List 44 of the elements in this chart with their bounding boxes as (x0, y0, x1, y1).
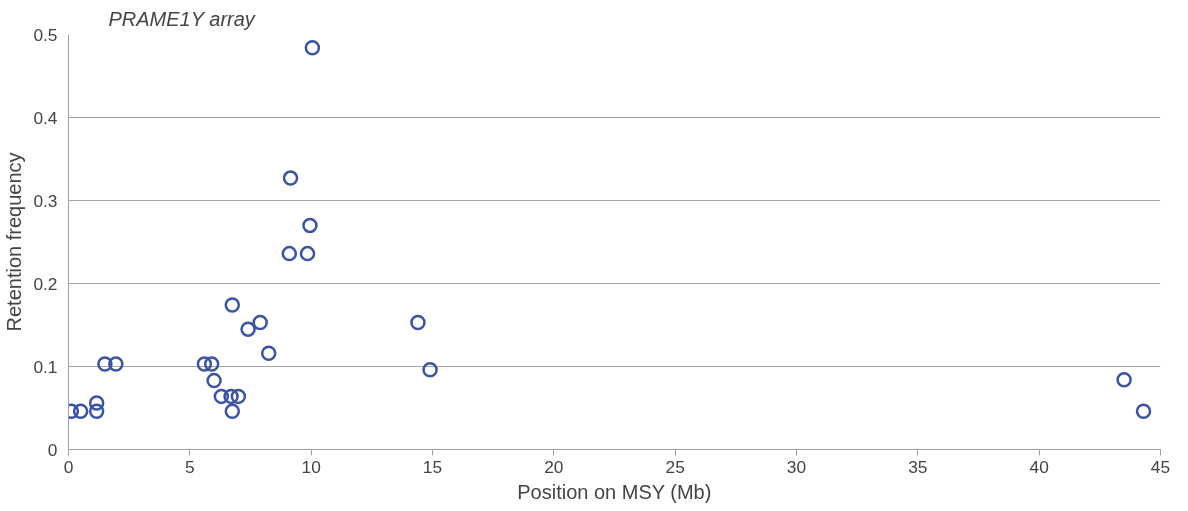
point (206, 372, 222, 389)
y-tick-label: 0.4 (33, 107, 58, 128)
point (203, 356, 220, 372)
point (252, 314, 268, 331)
x-tick-label: 0 (63, 456, 74, 477)
x-tick-label: 10 (301, 456, 321, 477)
point (302, 217, 318, 234)
y-tick-label: 0.1 (33, 356, 58, 377)
y-axis-title: Retention frequency (3, 152, 26, 332)
point (422, 362, 438, 378)
x-tick-label: 5 (185, 456, 195, 477)
point (72, 403, 89, 420)
point (1116, 372, 1132, 388)
x-tick-label: 30 (786, 456, 807, 477)
point (223, 388, 239, 405)
y-tick-label: 0.3 (33, 190, 58, 211)
point (260, 345, 277, 361)
x-tick-label: 25 (665, 456, 685, 477)
text: PRAME1Y array (108, 7, 256, 30)
y-tick-label: 0.5 (33, 24, 58, 45)
point (224, 403, 241, 420)
point (1135, 403, 1152, 420)
x-tick-label: 35 (908, 456, 928, 477)
point (224, 297, 241, 313)
x-axis-title: Position on MSY (Mb) (517, 480, 712, 503)
y-tick-label: 0.2 (33, 273, 58, 294)
point (108, 356, 124, 372)
point (213, 388, 230, 405)
point (230, 388, 247, 405)
x-tick-label: 45 (1150, 456, 1171, 477)
point (240, 321, 256, 337)
point (282, 170, 299, 186)
x-tick-label: 40 (1029, 456, 1049, 477)
point (88, 403, 105, 420)
point (304, 40, 321, 56)
point (299, 245, 316, 262)
y-tick-label: 0 (47, 439, 58, 460)
point (196, 356, 213, 372)
x-tick-label: 15 (422, 456, 443, 477)
point (281, 245, 298, 262)
point (88, 395, 105, 411)
point (410, 314, 426, 331)
x-tick-label: 20 (544, 456, 564, 477)
point (97, 356, 113, 372)
